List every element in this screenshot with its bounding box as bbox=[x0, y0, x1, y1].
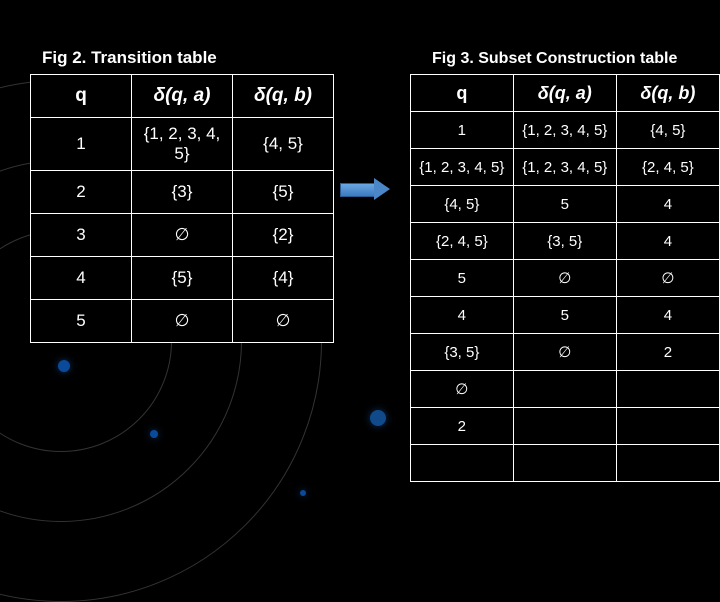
cell: {5} bbox=[132, 257, 233, 300]
table-row bbox=[411, 445, 720, 482]
fig2-caption: Fig 2. Transition table bbox=[42, 48, 217, 68]
col-delta-b: δ(q, b) bbox=[616, 75, 719, 112]
cell: {1, 2, 3, 4, 5} bbox=[513, 149, 616, 186]
cell: 5 bbox=[513, 186, 616, 223]
cell: {2, 4, 5} bbox=[616, 149, 719, 186]
cell: ∅ bbox=[513, 334, 616, 371]
cell: ∅ bbox=[233, 300, 334, 343]
table-row: {3, 5} ∅ 2 bbox=[411, 334, 720, 371]
cell: {4, 5} bbox=[233, 118, 334, 171]
cell: 4 bbox=[616, 297, 719, 334]
cell: 2 bbox=[616, 334, 719, 371]
cell: ∅ bbox=[616, 260, 719, 297]
cell: {3, 5} bbox=[513, 223, 616, 260]
table-row: 4 5 4 bbox=[411, 297, 720, 334]
table-header-row: q δ(q, a) δ(q, b) bbox=[411, 75, 720, 112]
cell: 1 bbox=[411, 112, 514, 149]
cell bbox=[411, 445, 514, 482]
cell: 4 bbox=[616, 186, 719, 223]
table-row: 1 {1, 2, 3, 4, 5} {4, 5} bbox=[411, 112, 720, 149]
col-q: q bbox=[31, 75, 132, 118]
cell: {3, 5} bbox=[411, 334, 514, 371]
cell bbox=[616, 408, 719, 445]
cell: {4, 5} bbox=[411, 186, 514, 223]
cell: {2} bbox=[233, 214, 334, 257]
cell: 4 bbox=[616, 223, 719, 260]
fig3-caption: Fig 3. Subset Construction table bbox=[432, 50, 677, 68]
cell: 1 bbox=[31, 118, 132, 171]
col-delta-a: δ(q, a) bbox=[513, 75, 616, 112]
cell: {1, 2, 3, 4, 5} bbox=[513, 112, 616, 149]
table-row: {4, 5} 5 4 bbox=[411, 186, 720, 223]
cell: 3 bbox=[31, 214, 132, 257]
cell: {4} bbox=[233, 257, 334, 300]
cell bbox=[616, 445, 719, 482]
cell bbox=[513, 371, 616, 408]
cell: {3} bbox=[132, 171, 233, 214]
cell bbox=[616, 371, 719, 408]
table-header-row: q δ(q, a) δ(q, b) bbox=[31, 75, 334, 118]
table-row: 5 ∅ ∅ bbox=[31, 300, 334, 343]
cell bbox=[513, 445, 616, 482]
cell: 5 bbox=[31, 300, 132, 343]
cell: 5 bbox=[411, 260, 514, 297]
cell: {4, 5} bbox=[616, 112, 719, 149]
table-row: 2 bbox=[411, 408, 720, 445]
cell: {1, 2, 3, 4, 5} bbox=[411, 149, 514, 186]
table-row: 5 ∅ ∅ bbox=[411, 260, 720, 297]
table-row: 4 {5} {4} bbox=[31, 257, 334, 300]
table-row: {1, 2, 3, 4, 5} {1, 2, 3, 4, 5} {2, 4, 5… bbox=[411, 149, 720, 186]
cell: ∅ bbox=[132, 214, 233, 257]
cell: ∅ bbox=[132, 300, 233, 343]
col-q: q bbox=[411, 75, 514, 112]
table-row: 3 ∅ {2} bbox=[31, 214, 334, 257]
cell: 2 bbox=[31, 171, 132, 214]
table-row: ∅ bbox=[411, 371, 720, 408]
cell: {5} bbox=[233, 171, 334, 214]
subset-construction-table: q δ(q, a) δ(q, b) 1 {1, 2, 3, 4, 5} {4, … bbox=[410, 74, 720, 482]
cell: 2 bbox=[411, 408, 514, 445]
arrow-icon bbox=[340, 178, 390, 200]
cell: 4 bbox=[411, 297, 514, 334]
table-row: 2 {3} {5} bbox=[31, 171, 334, 214]
cell: 4 bbox=[31, 257, 132, 300]
transition-table: q δ(q, a) δ(q, b) 1 {1, 2, 3, 4, 5} {4, … bbox=[30, 74, 334, 343]
cell: ∅ bbox=[513, 260, 616, 297]
cell: {2, 4, 5} bbox=[411, 223, 514, 260]
cell: 5 bbox=[513, 297, 616, 334]
cell: {1, 2, 3, 4, 5} bbox=[132, 118, 233, 171]
table-row: 1 {1, 2, 3, 4, 5} {4, 5} bbox=[31, 118, 334, 171]
cell bbox=[513, 408, 616, 445]
table-row: {2, 4, 5} {3, 5} 4 bbox=[411, 223, 720, 260]
col-delta-a: δ(q, a) bbox=[132, 75, 233, 118]
col-delta-b: δ(q, b) bbox=[233, 75, 334, 118]
cell: ∅ bbox=[411, 371, 514, 408]
